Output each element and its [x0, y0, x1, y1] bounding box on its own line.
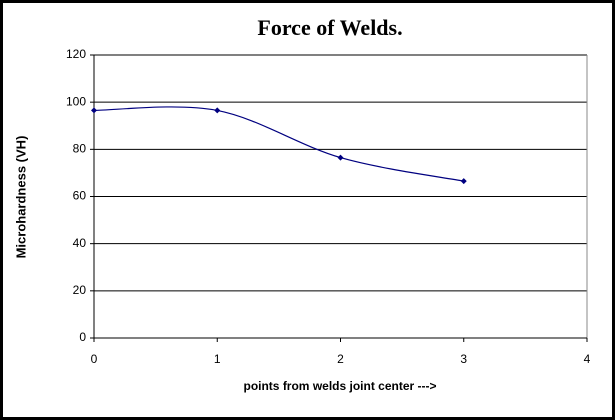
y-tick-label: 0: [79, 330, 86, 344]
x-tick-label: 3: [460, 352, 467, 366]
marker: [214, 107, 221, 114]
x-tick-label: 4: [584, 352, 591, 366]
marker: [91, 107, 97, 114]
x-tick-label: 2: [337, 352, 344, 366]
marker: [460, 178, 467, 185]
x-tick-label: 1: [214, 352, 221, 366]
y-tick-label: 120: [66, 47, 86, 61]
marker: [337, 154, 344, 161]
x-axis-label: points from welds joint center --->: [243, 379, 436, 393]
y-tick-label: 80: [73, 142, 87, 156]
line: [93, 106, 464, 182]
y-axis-label: Microhardness (VH): [13, 136, 28, 259]
x-tick-label: 0: [91, 352, 98, 366]
y-tick-label: 40: [73, 236, 87, 250]
y-tick-label: 60: [73, 189, 87, 203]
chart-title: Force of Welds.: [257, 15, 402, 40]
y-tick-label: 20: [73, 283, 87, 297]
y-tick-label: 100: [66, 94, 86, 108]
